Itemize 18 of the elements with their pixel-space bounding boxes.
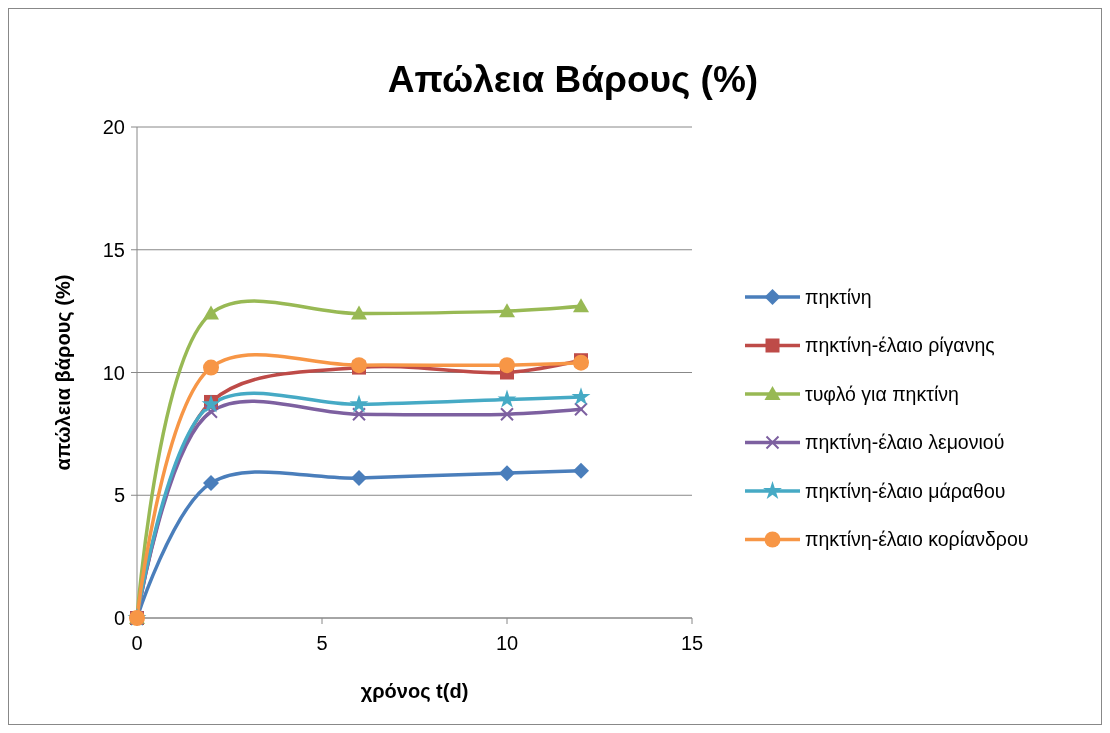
y-tick-label: 0 xyxy=(113,607,125,629)
legend-label: πηκτίνη xyxy=(805,285,872,308)
y-axis-title: απώλεια βάρους (%) xyxy=(52,274,74,471)
x-tick-label: 5 xyxy=(316,632,328,654)
legend-label: πηκτίνη-έλαιο ρίγανης xyxy=(805,334,995,357)
chart-title: Απώλεια Βάρους (%) xyxy=(387,59,759,100)
x-tick-label: 10 xyxy=(495,632,519,654)
legend-label: πηκτίνη-έλαιο μάραθου xyxy=(805,479,1006,502)
x-tick-label: 15 xyxy=(680,632,704,654)
y-tick-label: 15 xyxy=(102,238,125,261)
y-tick-label: 5 xyxy=(113,484,125,507)
legend-label: πηκτίνη-έλαιο λεμονιού xyxy=(805,431,1005,454)
legend-label: πηκτίνη-έλαιο κορίανδρου xyxy=(805,528,1029,551)
legend-label: τυφλό για πηκτίνη xyxy=(805,382,959,405)
x-axis-title: χρόνος t(d) xyxy=(360,680,469,702)
y-tick-label: 20 xyxy=(102,116,125,138)
y-tick-label: 10 xyxy=(102,361,125,384)
x-tick-label: 0 xyxy=(131,632,143,654)
